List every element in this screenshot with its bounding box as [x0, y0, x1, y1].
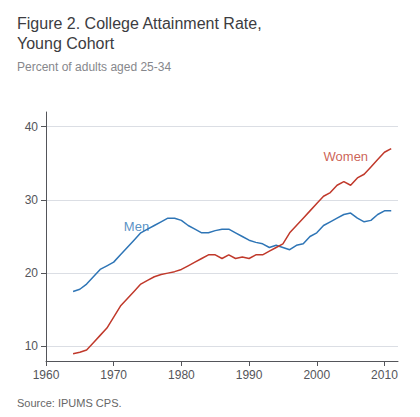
svg-text:Women: Women [324, 149, 369, 164]
svg-text:20: 20 [25, 266, 39, 280]
svg-text:2000: 2000 [303, 368, 330, 382]
svg-text:Young Cohort: Young Cohort [17, 35, 115, 52]
svg-text:1960: 1960 [33, 368, 60, 382]
svg-text:Percent of adults aged 25-34: Percent of adults aged 25-34 [17, 60, 171, 74]
svg-text:1970: 1970 [100, 368, 127, 382]
svg-text:10: 10 [25, 339, 39, 353]
svg-text:40: 40 [25, 120, 39, 134]
svg-text:Figure 2. College Attainment R: Figure 2. College Attainment Rate, [17, 15, 262, 32]
svg-text:Men: Men [124, 219, 149, 234]
svg-text:2010: 2010 [371, 368, 398, 382]
svg-text:1990: 1990 [236, 368, 263, 382]
svg-text:Source: IPUMS CPS.: Source: IPUMS CPS. [17, 397, 122, 409]
svg-text:1980: 1980 [168, 368, 195, 382]
svg-text:30: 30 [25, 193, 39, 207]
